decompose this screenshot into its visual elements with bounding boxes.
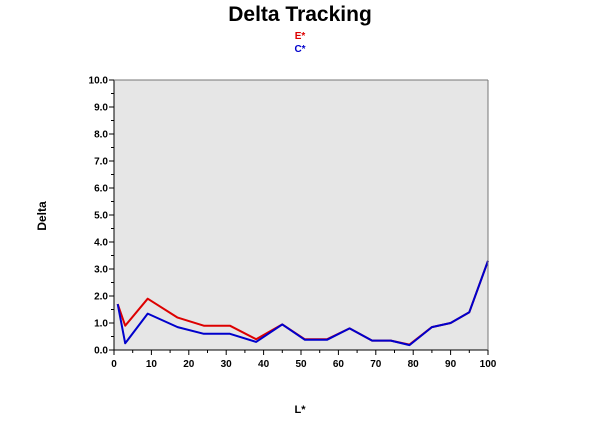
x-tick-label-2: 20 <box>183 359 195 370</box>
y-tick-label-9: 9.0 <box>94 103 108 114</box>
series-line-c <box>116 260 489 347</box>
x-tick-label-0: 0 <box>111 359 117 370</box>
x-tick-label-10: 100 <box>480 359 497 370</box>
x-axis-label: L* <box>294 404 306 416</box>
chart-legend: E* C* <box>0 30 600 56</box>
y-tick-label-6: 6.0 <box>94 184 108 195</box>
x-tick-label-5: 50 <box>295 359 307 370</box>
y-tick-label-0: 0.0 <box>94 346 108 357</box>
y-tick-label-7: 7.0 <box>94 157 108 168</box>
y-tick-label-8: 8.0 <box>94 130 108 141</box>
y-tick-label-3: 3.0 <box>94 265 108 276</box>
y-tick-label-5: 5.0 <box>94 211 108 222</box>
legend-entry-e: E* <box>294 31 306 42</box>
y-tick-label-1: 1.0 <box>94 319 108 330</box>
x-tick-label-7: 70 <box>370 359 382 370</box>
x-tick-label-9: 90 <box>445 359 457 370</box>
x-tick-label-1: 10 <box>146 359 158 370</box>
legend-entry-c: C* <box>294 44 306 55</box>
x-tick-label-4: 40 <box>258 359 270 370</box>
chart-title: Delta Tracking <box>228 3 372 26</box>
x-tick-label-3: 30 <box>221 359 233 370</box>
x-tick-label-6: 60 <box>333 359 345 370</box>
plot-area <box>114 80 488 350</box>
x-tick-label-8: 80 <box>408 359 420 370</box>
y-tick-label-10: 10.0 <box>89 76 109 87</box>
y-tick-label-4: 4.0 <box>94 238 108 249</box>
y-tick-label-2: 2.0 <box>94 292 108 303</box>
